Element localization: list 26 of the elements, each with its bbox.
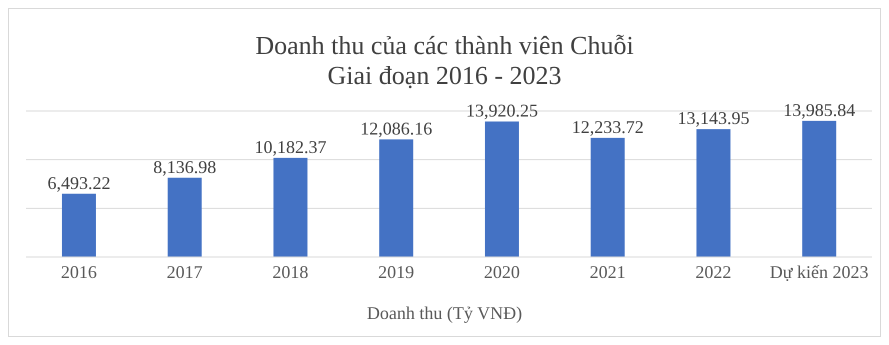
x-tick-label: Dự kiến 2023 [770, 262, 868, 282]
data-label: 6,493.22 [47, 172, 110, 193]
x-tick-label: 2020 [484, 262, 520, 282]
x-tick-label: 2022 [695, 262, 732, 282]
chart-title: Doanh thu của các thành viên Chuỗi Giai đoạn 2016 - 2023 [254, 31, 635, 91]
bar [802, 120, 836, 257]
bar [484, 122, 519, 257]
data-label: 12,233.72 [572, 116, 644, 137]
x-tick-label: 2019 [378, 262, 414, 282]
data-label: 12,086.16 [360, 118, 432, 138]
bar [590, 138, 625, 257]
x-tick-label: 2017 [166, 262, 203, 282]
data-label: 13,143.95 [677, 108, 750, 128]
bar [168, 178, 202, 257]
bar [379, 139, 414, 257]
x-tick-label: 2021 [590, 262, 626, 282]
data-label: 8,136.98 [153, 156, 216, 177]
data-label: 10,182.37 [254, 136, 326, 157]
bar [273, 158, 308, 257]
data-label: 13,985.84 [783, 100, 856, 120]
bar [696, 129, 730, 257]
data-label: 13,920.25 [466, 100, 538, 121]
bar [62, 194, 96, 257]
x-tick-label: 2016 [60, 262, 97, 282]
x-tick-label: 2018 [272, 262, 308, 282]
x-axis-title: Doanh thu (Tỷ VNĐ) [366, 303, 524, 324]
